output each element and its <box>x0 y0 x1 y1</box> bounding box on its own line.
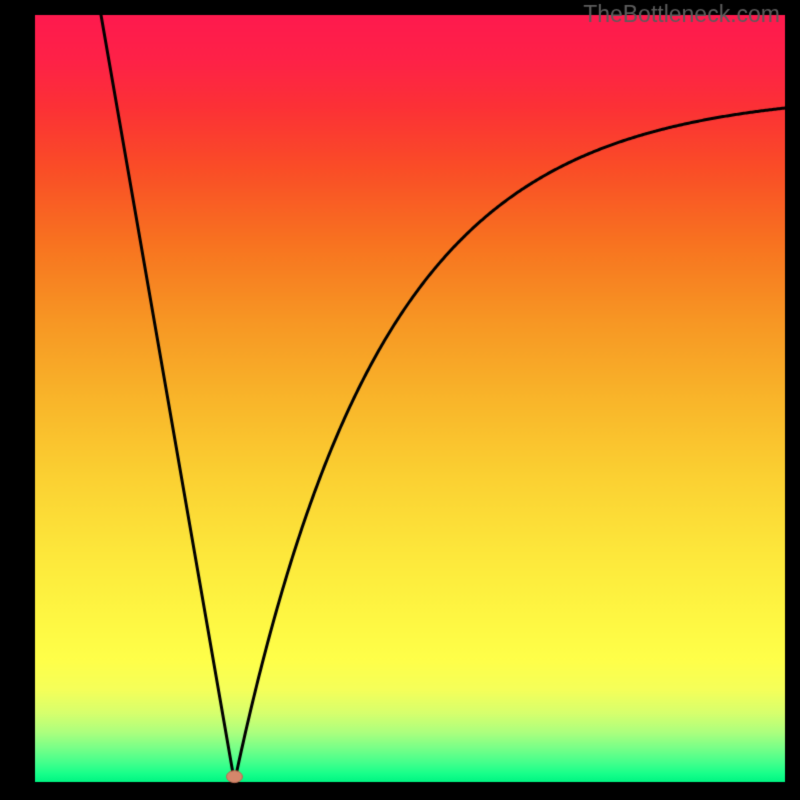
bottleneck-chart <box>0 0 800 800</box>
